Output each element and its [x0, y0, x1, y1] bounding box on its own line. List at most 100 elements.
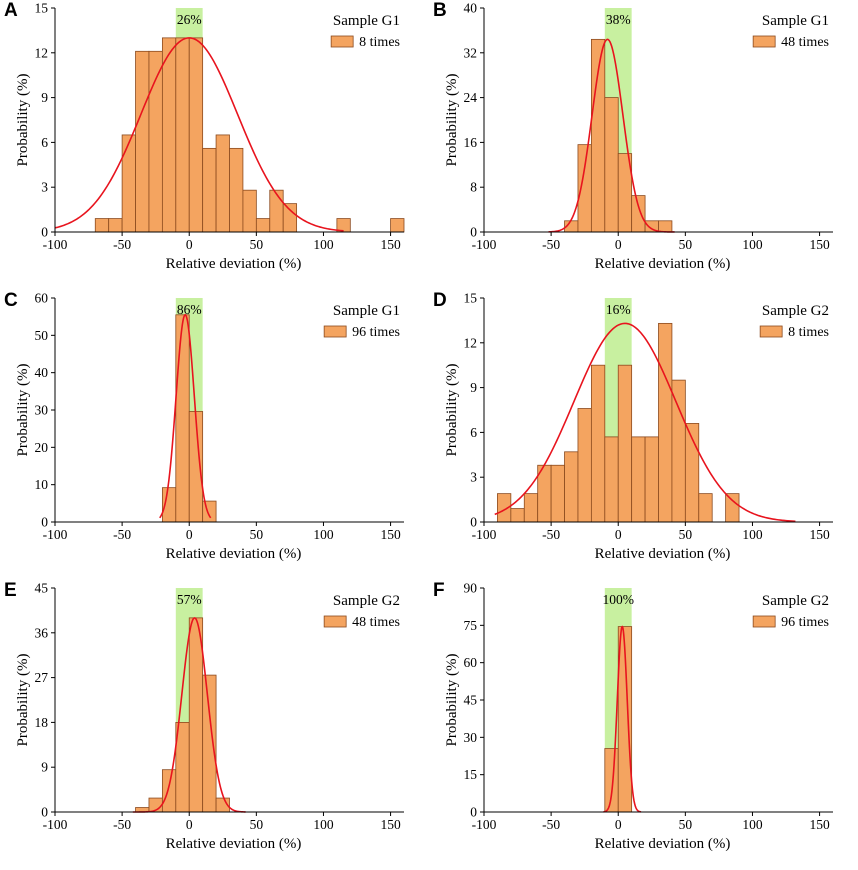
chart-F-ytick-label-1: 15	[464, 767, 478, 782]
chart-D-bar-2	[523, 493, 539, 523]
chart-D-bar-1	[510, 508, 525, 523]
chart-B-bar-1	[577, 144, 592, 233]
chart-E-ytick-label-3: 27	[35, 670, 49, 685]
chart-B-ytick-label-1: 8	[470, 180, 477, 195]
chart-D-bar-9	[617, 364, 633, 523]
chart-F-svg: 100% -100 -50 0 50 100 150 0 15 30 45 60 75 90 Relativ…	[444, 581, 833, 852]
chart-B-fit-curve	[548, 38, 675, 233]
chart-F-xtick-label-3: 50	[679, 817, 693, 832]
chart-A-ylabel: Probability (%)	[15, 74, 31, 167]
chart-F-ytick-label-5: 75	[464, 618, 478, 633]
chart-B-bar-3	[604, 97, 619, 233]
chart-B-bar-7	[658, 220, 673, 233]
chart-A-xtick-label-5: 150	[380, 237, 401, 252]
chart-E-bar-2	[161, 769, 177, 813]
chart-B-ytick-label-0: 0	[470, 225, 477, 240]
chart-A-fit-curve	[54, 37, 344, 232]
chart-B-xlabel: Relative deviation (%)	[595, 256, 731, 272]
chart-F-band-label: 100%	[602, 592, 634, 607]
chart-B-ylabel: Probability (%)	[444, 74, 460, 167]
chart-C-fit-curve	[159, 313, 212, 519]
chart-D-bar-13	[671, 379, 686, 523]
chart-A-ytick-label-4: 12	[35, 45, 49, 60]
chart-B-ytick-label-3: 24	[464, 90, 478, 105]
chart-E-svg: 57% -100 -50 0 50 100 150 0 9 18 27 36 45 Relative de…	[15, 581, 404, 852]
chart-B-band-label: 38%	[606, 12, 631, 27]
chart-F-ytick-label-0: 0	[470, 805, 477, 820]
chart-B-ytick-label-5: 40	[464, 1, 478, 16]
chart-C-xtick-label-0: -100	[43, 527, 68, 542]
chart-D-band-label: 16%	[606, 302, 631, 317]
chart-B-xtick-label-0: -100	[472, 237, 497, 252]
chart-D-bar-4	[550, 464, 565, 523]
chart-A-ytick-label-3: 9	[41, 90, 48, 105]
chart-A-bar-2	[121, 134, 136, 233]
chart-A-legend-title: Sample G1	[333, 13, 400, 29]
chart-C-xtick-label-1: -50	[113, 527, 131, 542]
chart-A-legend-label: 8 times	[359, 35, 400, 50]
panel-F: 100% -100 -50 0 50 100 150 0 15 30 45 60 75 90 Relativ…	[429, 580, 858, 870]
chart-F-xtick-label-5: 150	[809, 817, 830, 832]
chart-B-ytick-label-4: 32	[464, 45, 478, 60]
chart-D-ytick-label-2: 6	[470, 425, 477, 440]
chart-A-xtick-label-4: 100	[313, 237, 334, 252]
chart-C-ytick-label-3: 30	[35, 403, 49, 418]
chart-D-xtick-label-3: 50	[679, 527, 693, 542]
chart-A-bar-3	[135, 50, 150, 233]
chart-D-bar-15	[698, 493, 713, 523]
panel-letter-D: D	[433, 290, 447, 311]
chart-D-xtick-label-4: 100	[742, 527, 763, 542]
chart-D-bar-12	[658, 322, 673, 523]
chart-E-xtick-label-5: 150	[380, 817, 401, 832]
chart-D-bar-11	[644, 436, 659, 523]
chart-A-svg: 26% -100 -50 0 50 100 150 0 3 6 9 12 15 Relative devi…	[15, 1, 405, 272]
chart-C-ytick-label-1: 10	[35, 477, 49, 492]
chart-C-svg: 86% -100 -50 0 50 100 150 0 10 20 30 40 50 60 Relative…	[15, 291, 404, 562]
chart-D-xlabel: Relative deviation (%)	[595, 546, 731, 562]
chart-F-ylabel: Probability (%)	[444, 654, 460, 747]
chart-C-ytick-label-5: 50	[35, 328, 49, 343]
chart-A-bar-12	[255, 218, 271, 233]
chart-A-bar-16	[390, 218, 405, 233]
chart-F-xtick-label-1: -50	[542, 817, 560, 832]
chart-F-ytick-label-3: 45	[464, 693, 478, 708]
chart-B-bar-5	[631, 195, 646, 233]
chart-B-ytick-label-2: 16	[464, 135, 478, 150]
panel-letter-B: B	[433, 0, 447, 21]
panel-letter-C: C	[4, 290, 18, 311]
chart-A-bar-1	[108, 218, 123, 233]
chart-C-legend-swatch	[323, 325, 347, 338]
chart-E-ytick-label-5: 45	[35, 581, 49, 596]
chart-D-bar-6	[577, 408, 592, 523]
chart-F-legend-title: Sample G2	[762, 593, 829, 609]
chart-B-xtick-label-3: 50	[679, 237, 693, 252]
chart-E-legend-title: Sample G2	[333, 593, 400, 609]
chart-C-xtick-label-5: 150	[380, 527, 401, 542]
chart-C-xtick-label-2: 0	[186, 527, 193, 542]
chart-B-xtick-label-4: 100	[742, 237, 763, 252]
chart-A-ytick-label-1: 3	[41, 180, 48, 195]
chart-D-legend-swatch	[759, 325, 783, 338]
chart-B-legend-title: Sample G1	[762, 13, 829, 29]
chart-D-legend-label: 8 times	[788, 325, 829, 340]
chart-D-bar-10	[631, 436, 646, 523]
chart-F-xlabel: Relative deviation (%)	[595, 836, 731, 852]
chart-C-ytick-label-4: 40	[35, 365, 49, 380]
chart-A-ytick-label-0: 0	[41, 225, 48, 240]
chart-C-legend-title: Sample G1	[333, 303, 400, 319]
chart-B-svg: 38% -100 -50 0 50 100 150 0 8 16 24 32 40 Relative de…	[444, 1, 833, 272]
chart-F-bar-0	[604, 748, 619, 813]
chart-C-bar-1	[175, 314, 190, 523]
chart-A-bar-7	[188, 37, 204, 233]
chart-A-bar-11	[242, 189, 257, 233]
chart-A-bar-6	[175, 37, 190, 233]
chart-E-bar-4	[188, 617, 204, 813]
chart-A-ytick-label-5: 15	[35, 1, 49, 16]
chart-D-svg: 16% -100 -50 0 50 100 150 0 3 6 9 12 15 Relative devi…	[444, 291, 833, 562]
chart-E-ytick-label-2: 18	[35, 715, 49, 730]
chart-D-bar-16	[725, 493, 740, 523]
chart-A-ytick-label-2: 6	[41, 135, 48, 150]
chart-B-xtick-label-5: 150	[809, 237, 830, 252]
chart-F-fit-curve	[603, 625, 642, 813]
chart-E-ytick-label-4: 36	[35, 625, 49, 640]
